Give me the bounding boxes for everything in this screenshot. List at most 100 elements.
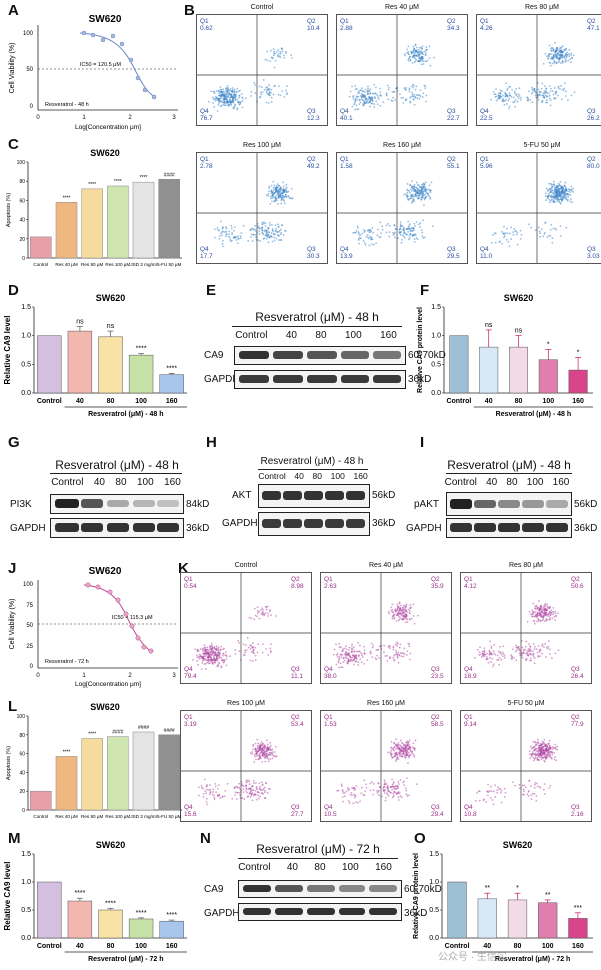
watermark: 公众号 · 生信实 — [438, 952, 507, 963]
event-dot — [557, 94, 559, 97]
quadrant-q3-value: Q3 3.03 — [587, 246, 600, 260]
event-dot — [376, 654, 379, 657]
event-dot — [411, 62, 414, 64]
event-dot — [426, 48, 429, 51]
event-dot — [332, 653, 335, 656]
event-dot — [356, 650, 359, 653]
event-dot — [266, 755, 269, 757]
x-axis-label: Log[Concentration μm] — [75, 124, 141, 131]
event-dot — [226, 101, 229, 104]
event-dot — [424, 51, 427, 54]
event-dot — [527, 648, 530, 651]
event-dot — [369, 105, 371, 108]
event-dot — [492, 650, 495, 652]
event-dot — [213, 92, 216, 94]
event-dot — [486, 657, 489, 660]
event-dot — [517, 97, 520, 100]
event-dot — [524, 648, 526, 651]
event-dot — [361, 654, 363, 657]
event-dot — [220, 100, 223, 103]
lane-labels: Control 40 80 100 160 — [254, 471, 372, 483]
event-dot — [406, 752, 409, 755]
event-dot — [269, 650, 272, 652]
event-dot — [196, 650, 199, 652]
event-dot — [488, 653, 491, 656]
event-dot — [229, 238, 232, 241]
event-dot — [343, 659, 346, 662]
event-dot — [225, 226, 227, 229]
event-dot — [260, 93, 263, 96]
event-dot — [403, 236, 406, 239]
event-dot — [230, 104, 233, 106]
event-dot — [548, 188, 551, 191]
event-dot — [227, 94, 230, 96]
event-dot — [536, 608, 539, 610]
event-dot — [276, 186, 279, 189]
event-dot — [406, 191, 409, 194]
event-dot — [240, 232, 243, 234]
event-dot — [492, 663, 495, 666]
event-dot — [401, 611, 404, 614]
event-dot — [233, 229, 235, 232]
event-dot — [532, 602, 535, 605]
event-dot — [355, 657, 358, 660]
event-dot — [353, 650, 355, 652]
event-dot — [340, 656, 343, 659]
event-dot — [268, 92, 270, 95]
quadrant-q4-value: Q4 13.9 — [340, 246, 353, 260]
event-dot — [501, 242, 503, 245]
event-dot — [238, 642, 241, 644]
event-dot — [221, 648, 224, 651]
event-dot — [397, 758, 400, 761]
x-tick-label: Control — [446, 398, 471, 405]
chart-title: SW620 — [89, 14, 122, 25]
condition-note: Resveratrol - 72 h — [45, 659, 89, 665]
event-dot — [397, 799, 400, 801]
event-dot — [489, 640, 492, 643]
event-dot — [195, 654, 198, 657]
event-dot — [540, 604, 543, 607]
event-dot — [232, 236, 235, 239]
event-dot — [373, 83, 376, 86]
event-dot — [535, 614, 538, 617]
event-dot — [497, 96, 500, 99]
event-dot — [255, 753, 258, 755]
x-axis-label: Resveratrol (μM) - 48 h — [88, 411, 163, 418]
event-dot — [386, 654, 388, 657]
event-dot — [424, 196, 427, 198]
event-dot — [354, 660, 357, 663]
event-dot — [254, 92, 257, 95]
bar — [107, 736, 129, 811]
event-dot — [223, 94, 226, 97]
event-dot — [508, 97, 511, 100]
event-dot — [285, 92, 288, 94]
event-dot — [489, 656, 491, 659]
event-dot — [394, 643, 397, 646]
event-dot — [397, 744, 400, 747]
event-dot — [409, 750, 412, 752]
y-tick-label: 1.5 — [21, 304, 31, 311]
event-dot — [369, 92, 371, 94]
event-dot — [542, 753, 545, 756]
flow-plot-title: 5-FU 50 μM — [523, 142, 561, 149]
event-dot — [535, 799, 538, 802]
event-dot — [346, 786, 349, 789]
event-dot — [282, 189, 285, 192]
event-dot — [267, 194, 269, 197]
event-dot — [533, 622, 536, 625]
event-dot — [403, 784, 406, 787]
y-tick-label: 50 — [26, 67, 33, 73]
event-dot — [411, 193, 414, 196]
event-dot — [534, 89, 536, 92]
event-dot — [398, 610, 401, 613]
event-dot — [396, 608, 399, 611]
chart-title: SW620 — [503, 840, 533, 850]
event-dot — [241, 106, 244, 109]
bar — [67, 330, 93, 394]
quadrant-q1-value: Q1 2.63 — [324, 576, 337, 590]
event-dot — [412, 54, 415, 57]
lane-labels: Control 40 80 100 160 — [440, 477, 574, 491]
event-dot — [208, 654, 211, 657]
event-dot — [543, 90, 546, 93]
event-dot — [271, 197, 274, 199]
